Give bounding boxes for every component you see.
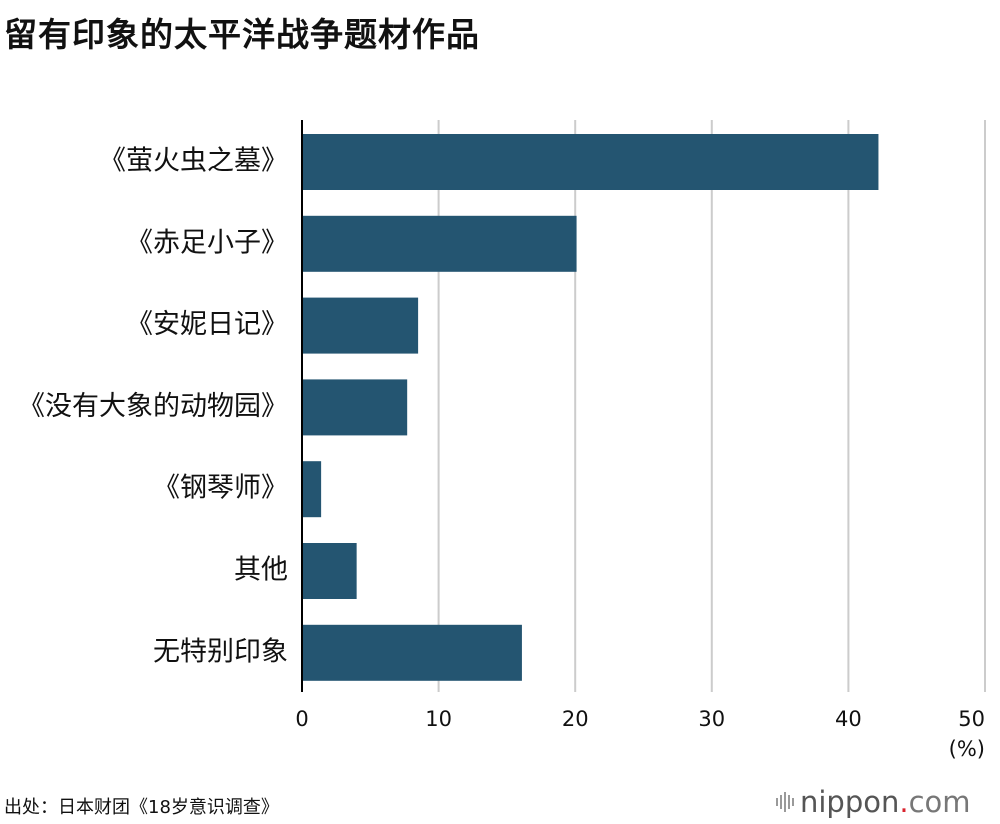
- bar: [302, 379, 408, 436]
- unit-label: (%): [949, 737, 985, 761]
- bar-chart: 《萤火虫之墓》《赤足小子》《安妮日记》《没有大象的动物园》《钢琴师》其他无特别印…: [18, 120, 986, 761]
- category-label: 《钢琴师》: [153, 473, 288, 504]
- category-label: 无特别印象: [153, 636, 288, 667]
- x-tick-label: 30: [698, 707, 725, 731]
- x-tick-label: 50: [958, 707, 985, 731]
- bar: [302, 134, 879, 190]
- sound-bars-icon: [776, 792, 794, 812]
- x-tick-label: 10: [425, 707, 452, 731]
- x-tick-label: 40: [835, 707, 862, 731]
- logo-domain: com: [908, 785, 971, 819]
- category-label: 《萤火虫之墓》: [99, 146, 288, 177]
- category-label: 《安妮日记》: [126, 309, 288, 340]
- bar: [302, 624, 522, 681]
- category-label: 《赤足小子》: [126, 227, 288, 258]
- logo-name: nippon: [800, 785, 900, 819]
- logo-dot: .: [899, 785, 909, 819]
- bar: [302, 543, 357, 599]
- bar: [302, 297, 419, 354]
- category-label: 其他: [234, 555, 288, 586]
- chart-title: 留有印象的太平洋战争题材作品: [4, 15, 480, 54]
- x-tick-label: 20: [562, 707, 589, 731]
- nippon-logo[interactable]: nippon.com: [776, 785, 971, 819]
- category-label: 《没有大象的动物园》: [18, 391, 288, 422]
- bar: [302, 461, 322, 518]
- bar: [302, 215, 577, 272]
- source-note: 出处：日本财团《18岁意识调查》: [4, 797, 279, 818]
- x-tick-label: 0: [295, 707, 308, 731]
